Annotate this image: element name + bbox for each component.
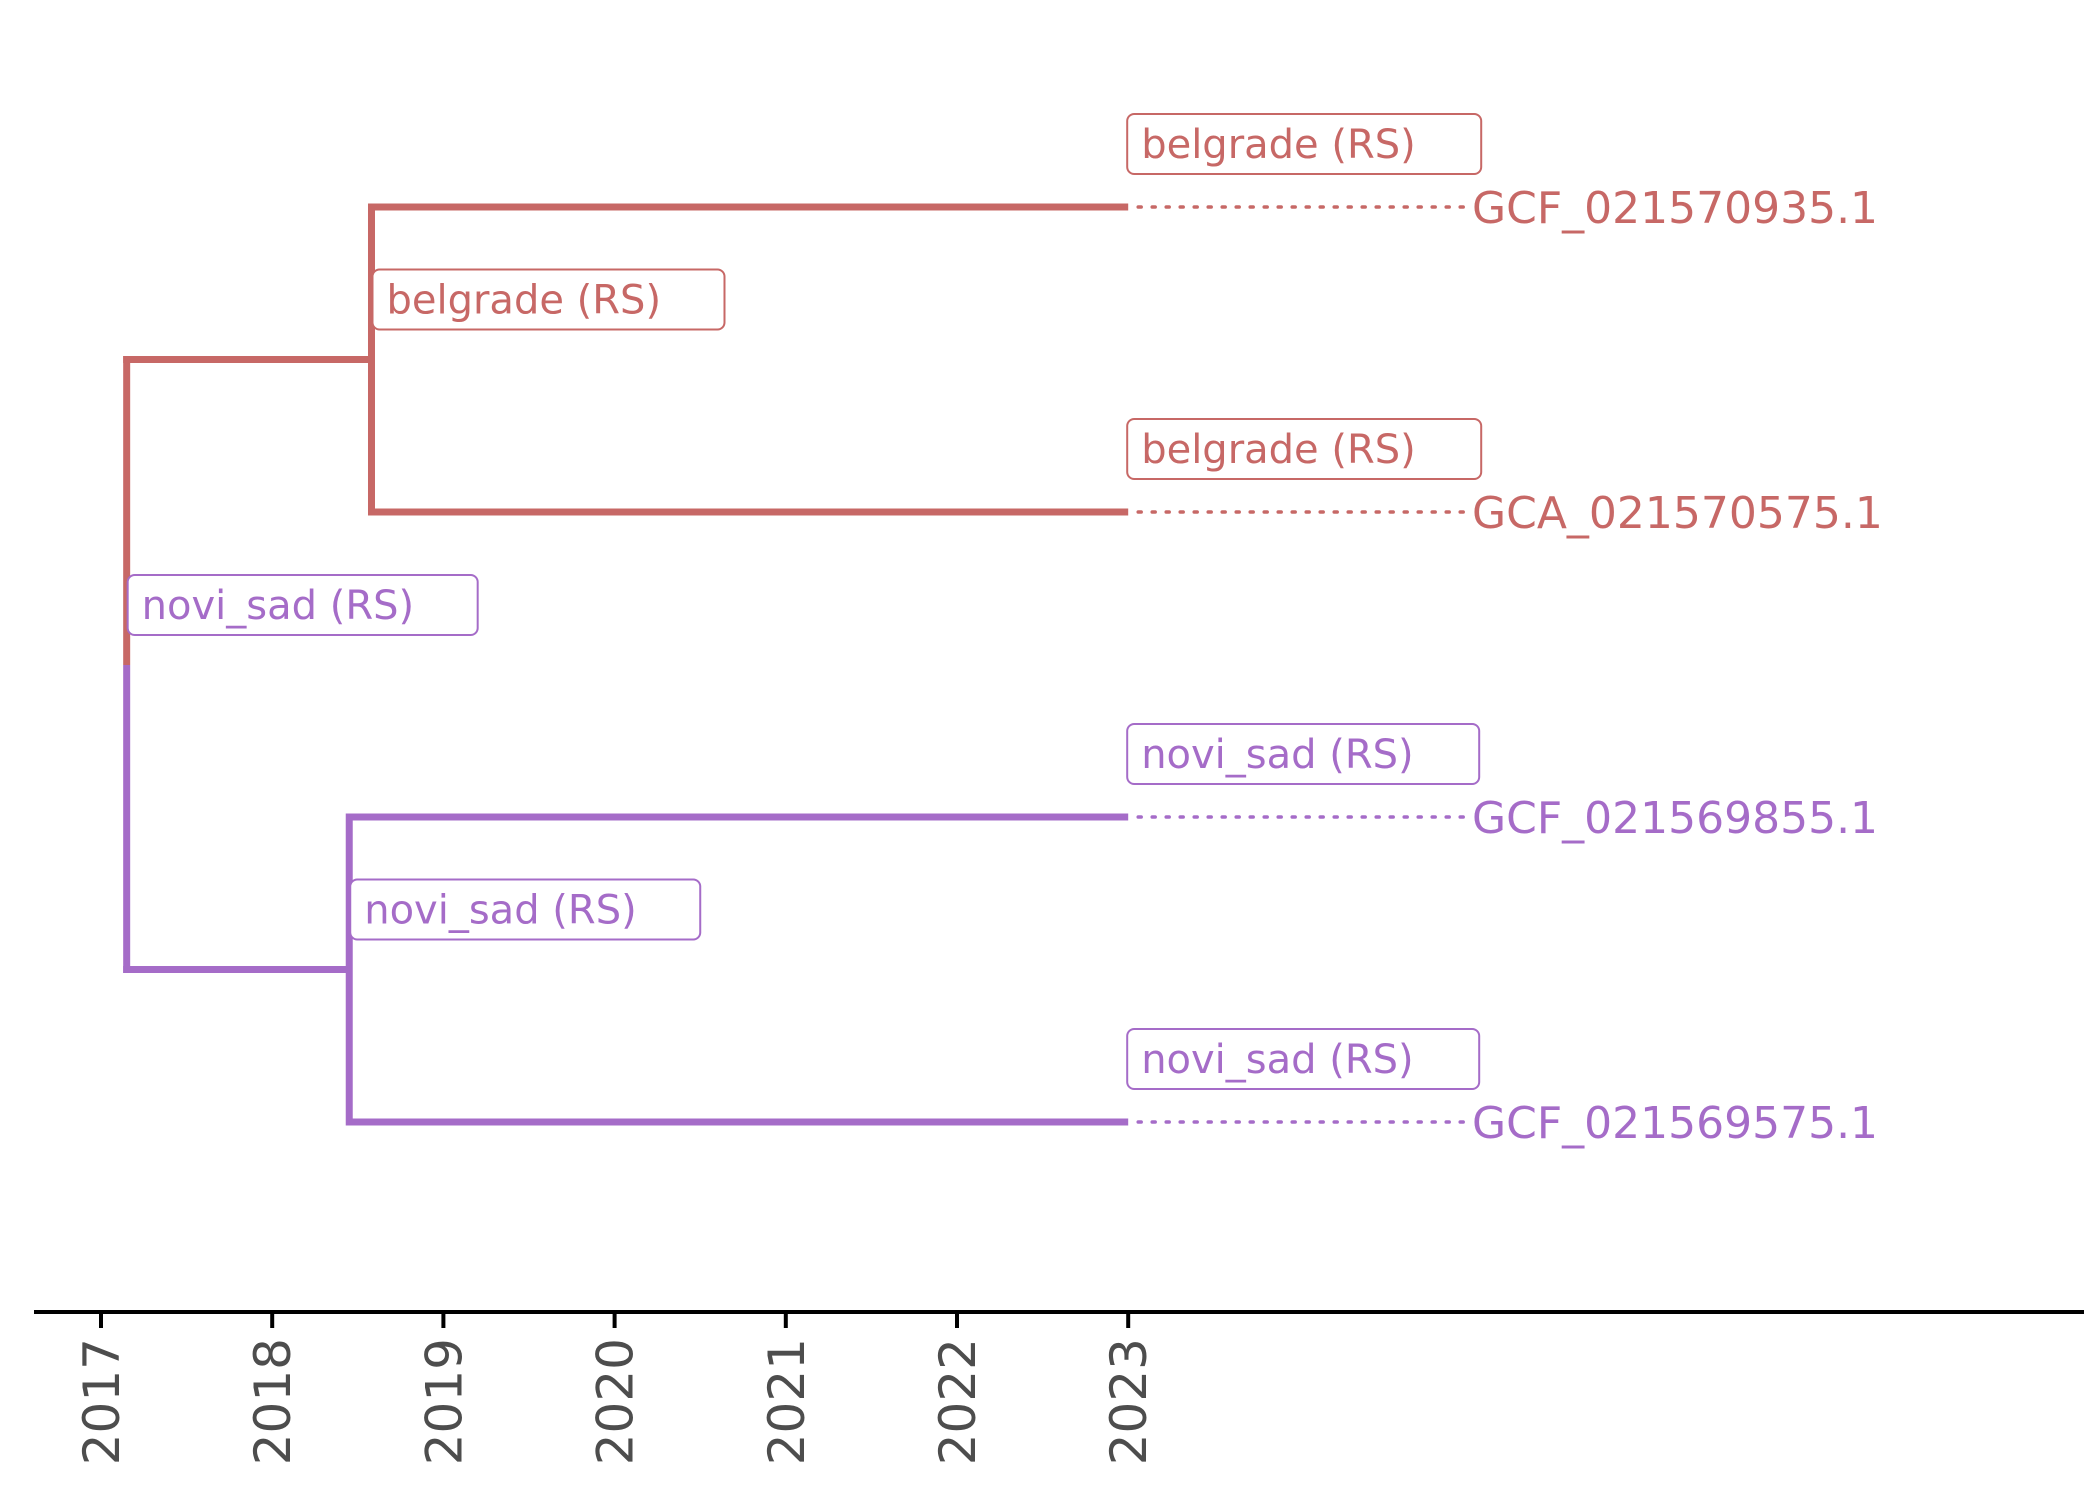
axis-tick-label: 2017 [73,1338,131,1465]
location-label: novi_sad (RS) [1141,732,1413,778]
location-label: novi_sad (RS) [142,583,414,629]
tip-location-box: belgrade (RS) [1126,418,1483,480]
location-label: belgrade (RS) [1141,122,1416,168]
internal-node-location-box: belgrade (RS) [371,268,726,331]
internal-node-location-box: novi_sad (RS) [349,878,702,941]
axis-tick-label: 2020 [587,1338,645,1465]
axis-tick-label: 2023 [1100,1338,1158,1465]
tip-name: GCA_021570575.1 [1472,488,1883,539]
axis-tick-label: 2021 [758,1338,816,1465]
location-label: novi_sad (RS) [364,888,636,934]
axis-tick-label: 2022 [929,1338,987,1465]
location-label: novi_sad (RS) [1141,1037,1413,1083]
tip-location-box: novi_sad (RS) [1126,723,1481,785]
tip-name: GCF_021569855.1 [1472,793,1878,844]
location-label: belgrade (RS) [1141,427,1416,473]
location-label: belgrade (RS) [386,278,661,324]
tip-location-box: belgrade (RS) [1126,113,1483,175]
tip-name: GCF_021570935.1 [1472,183,1878,234]
root-location-box: novi_sad (RS) [126,574,479,636]
tip-name: GCF_021569575.1 [1472,1098,1878,1149]
axis-tick-label: 2018 [244,1338,302,1465]
axis-ticks: 2017 2018 2019 2020 2021 2022 2023 [73,1312,1158,1465]
tip-location-box: novi_sad (RS) [1126,1028,1481,1090]
axis-tick-label: 2019 [415,1338,473,1465]
